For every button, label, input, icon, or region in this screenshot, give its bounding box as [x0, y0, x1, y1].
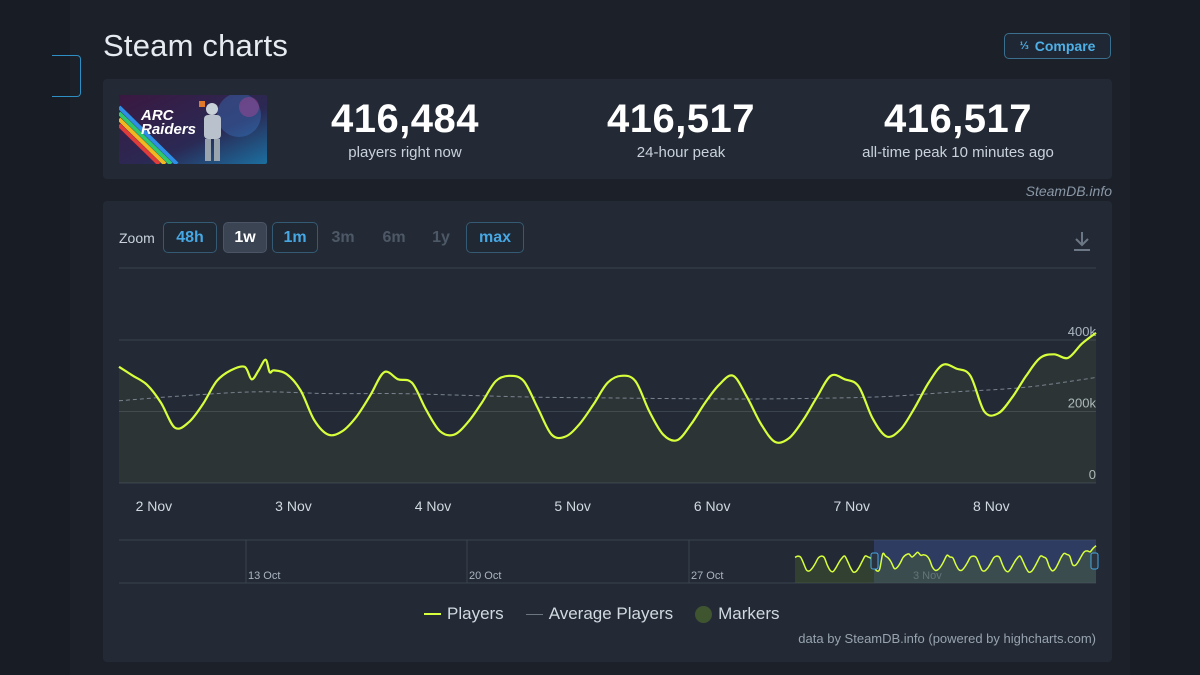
chart-credit[interactable]: data by SteamDB.info (powered by highcha… — [798, 631, 1096, 646]
download-icon[interactable] — [1070, 229, 1094, 253]
navigator-series — [794, 545, 1097, 574]
compare-button-label: Compare — [1034, 38, 1096, 54]
side-tab[interactable] — [52, 55, 81, 97]
zoom-label: Zoom — [119, 230, 155, 246]
stat-value: 416,517 — [883, 97, 1033, 141]
y-tick-label: 0 — [1089, 467, 1096, 482]
page-title: Steam charts — [103, 28, 289, 63]
chart-panel — [103, 201, 1112, 662]
y-tick-label: 200k — [1068, 396, 1097, 411]
game-cover-image[interactable]: ARC Raiders — [119, 95, 267, 164]
left-gutter — [0, 0, 70, 675]
game-cover-text: ARC Raiders — [141, 107, 197, 138]
legend-item-markers[interactable]: Markers — [695, 604, 780, 624]
stat-24h-peak: 416,517 24-hour peak — [581, 97, 781, 161]
zoom-button-48h[interactable]: 48h — [163, 222, 217, 253]
stat-value: 416,517 — [606, 97, 756, 141]
legend-item-players[interactable]: Players — [424, 604, 504, 624]
chart-legend: Players Average Players Markers — [424, 604, 802, 624]
zoom-button-3m: 3m — [331, 228, 355, 246]
x-tick-label: 4 Nov — [415, 498, 452, 514]
navigator-tick-label: 13 Oct — [248, 570, 280, 582]
stat-label: players right now — [348, 144, 462, 161]
legend-markers-label: Markers — [718, 604, 780, 623]
x-tick-label: 8 Nov — [973, 498, 1010, 514]
steamdb-credit[interactable]: SteamDB.info — [1025, 183, 1112, 199]
stat-current-players: 416,484 players right now — [305, 97, 505, 161]
legend-average-swatch — [525, 613, 543, 615]
game-cover-art — [119, 95, 267, 164]
zoom-button-max[interactable]: max — [466, 222, 524, 253]
navigator-handle-right[interactable] — [1090, 552, 1099, 570]
x-tick-label: 2 Nov — [136, 498, 173, 514]
navigator-area — [795, 545, 1096, 583]
stat-value: 416,484 — [330, 97, 480, 141]
stats-panel: ARC Raiders 416,484 players right now 41… — [103, 79, 1112, 179]
x-tick-label: 6 Nov — [694, 498, 731, 514]
legend-players-label: Players — [447, 604, 504, 623]
x-tick-label: 3 Nov — [275, 498, 312, 514]
x-tick-label: 5 Nov — [554, 498, 591, 514]
zoom-button-1y: 1y — [432, 228, 450, 246]
y-tick-label: 400k — [1068, 324, 1097, 339]
legend-item-average[interactable]: Average Players — [525, 604, 674, 624]
players-area — [119, 332, 1096, 483]
game-character — [199, 101, 221, 161]
right-gutter — [1130, 0, 1200, 675]
legend-average-label: Average Players — [548, 604, 674, 623]
stat-all-time-peak: 416,517 all-time peak 10 minutes ago — [838, 97, 1078, 161]
navigator-tick-label: 20 Oct — [469, 570, 501, 582]
navigator-handle-left[interactable] — [870, 552, 879, 570]
stat-label: all-time peak 10 minutes ago — [862, 144, 1054, 161]
zoom-button-1m[interactable]: 1m — [272, 222, 318, 253]
compare-icon: ⅓ — [1019, 40, 1029, 52]
zoom-button-6m: 6m — [382, 228, 406, 246]
legend-markers-swatch — [695, 605, 713, 623]
stat-label: 24-hour peak — [636, 144, 726, 161]
zoom-button-1w[interactable]: 1w — [223, 222, 267, 253]
series-line-players[interactable] — [118, 332, 1097, 444]
legend-players-swatch — [424, 613, 441, 615]
x-tick-label: 7 Nov — [833, 498, 870, 514]
navigator-tick-label: 27 Oct — [691, 570, 723, 582]
compare-button[interactable]: ⅓ Compare — [1004, 33, 1111, 59]
